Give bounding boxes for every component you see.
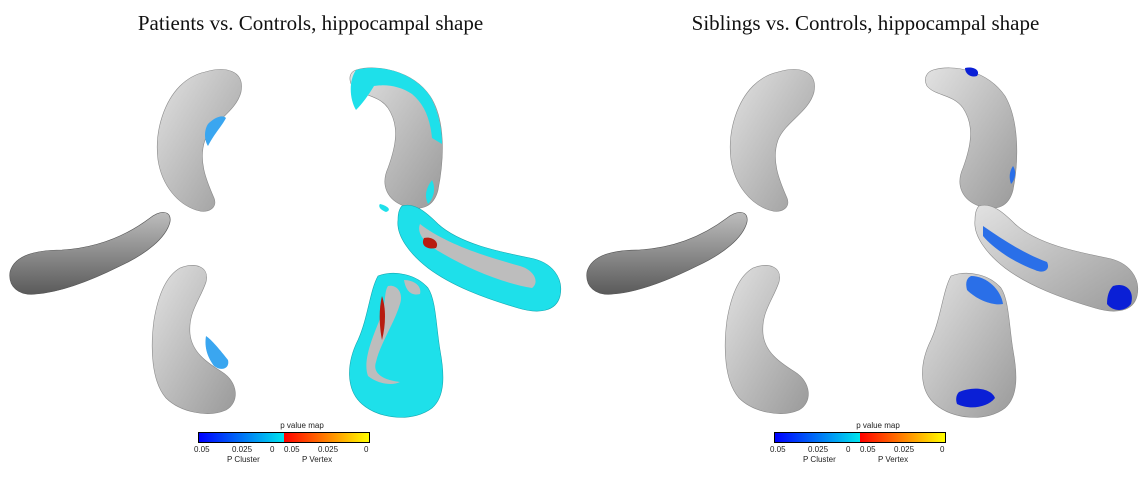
tick-label: 0 [364,445,369,454]
hippocampus-top-left [729,69,815,212]
hippocampus-top-left [156,69,242,212]
hippocampus-bottom-left [151,265,236,414]
panel-title: Patients vs. Controls, hippocampal shape [137,11,484,35]
tick-label: 0 [940,445,945,454]
colorbar-vertex [284,433,369,442]
legend-ticks: 0.05 0.025 0 0.05 0.025 0 [194,443,374,455]
hippocampus-renderings [9,67,562,418]
panel-title: Siblings vs. Controls, hippocampal shape [691,11,1040,35]
hippocampus-mid-right [397,204,562,312]
hippocampus-mid-right [974,204,1139,312]
tick-label: 0.05 [860,445,876,454]
hippocampus-top-right [925,67,1018,209]
legend-title: p value map [856,421,900,430]
legend-colorbar [198,432,370,443]
hippocampus-bottom-right [349,273,444,418]
vertex-label: P Vertex [878,455,909,464]
cluster-label: P Cluster [227,455,260,464]
hippocampus-bottom-right [922,273,1017,418]
tick-label: 0.05 [194,445,210,454]
tick-label: 0 [270,445,275,454]
tick-label: 0.05 [770,445,786,454]
colorbar-cluster [775,433,860,442]
legend-sublabels: P Cluster P Vertex [194,455,374,467]
cluster-label: P Cluster [803,455,836,464]
panel-patients-vs-controls: Patients vs. Controls, hippocampal shape [9,11,562,467]
hippocampus-bottom-left [724,265,809,414]
tick-label: 0.025 [808,445,829,454]
legend-ticks: 0.05 0.025 0 0.05 0.025 0 [770,443,950,455]
vertex-label: P Vertex [302,455,333,464]
tick-label: 0 [846,445,851,454]
hippocampus-mid-left [586,212,748,295]
legend-title: p value map [280,421,324,430]
tick-label: 0.05 [284,445,300,454]
panel-siblings-vs-controls: Siblings vs. Controls, hippocampal shape [573,0,1146,490]
tick-label: 0.025 [232,445,253,454]
colorbar-vertex [860,433,945,442]
legend-sublabels: P Cluster P Vertex [770,455,950,467]
colorbar-cluster [199,433,284,442]
tick-label: 0.025 [318,445,339,454]
tick-label: 0.025 [894,445,915,454]
hippocampus-top-right [349,67,443,212]
p-value-legend: p value map 0.05 0.025 0 0.05 0.025 0 P … [770,420,990,467]
hippocampus-mid-left [9,212,171,295]
legend-colorbar [774,432,946,443]
hippocampus-renderings [586,67,1139,418]
p-value-legend: p value map 0.05 0.025 0 0.05 0.025 0 P … [194,420,414,467]
